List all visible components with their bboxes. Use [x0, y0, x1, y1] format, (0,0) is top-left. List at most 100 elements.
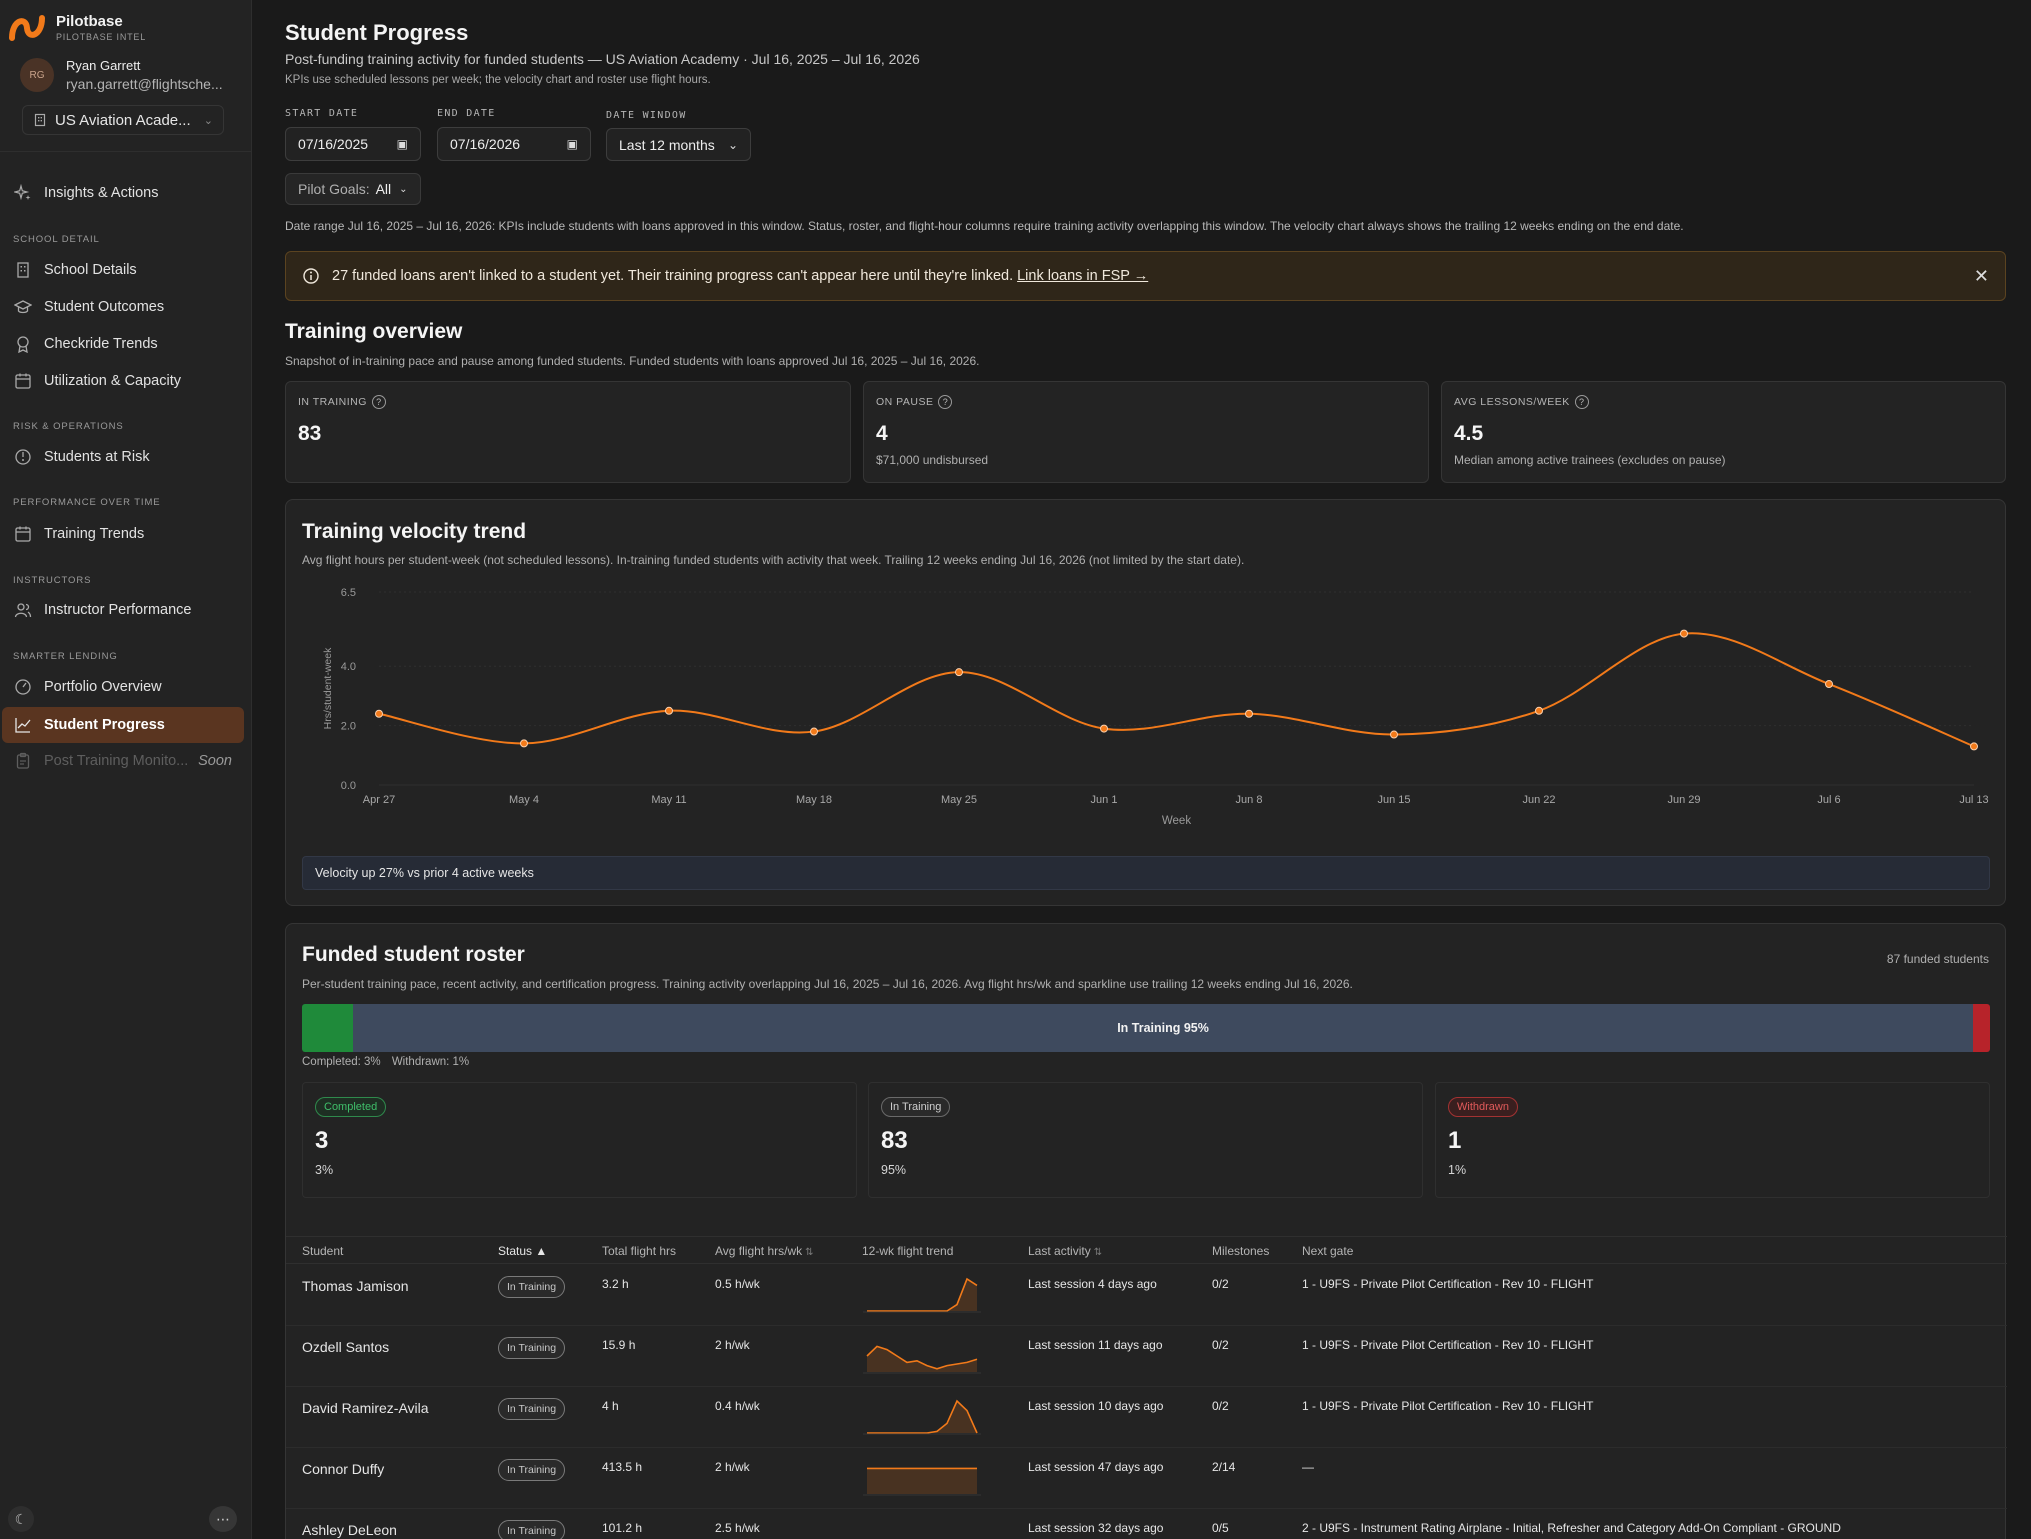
- training-overview-subtitle: Snapshot of in-training pace and pause a…: [285, 354, 980, 368]
- data-point: [1390, 730, 1398, 739]
- sidebar-item-student-progress[interactable]: Student Progress: [2, 707, 244, 743]
- nav-section-instructors: INSTRUCTORS: [13, 575, 92, 586]
- sidebar-item-checkride-trends[interactable]: Checkride Trends: [14, 326, 244, 362]
- velocity-card: Training velocity trend Avg flight hours…: [285, 499, 2006, 906]
- column-header-total-hours[interactable]: Total flight hrs: [602, 1244, 677, 1258]
- column-label: Avg flight hrs/wk: [715, 1244, 803, 1258]
- table-row[interactable]: Ozdell Santos In Training 15.9 h 2 h/wk Last…: [286, 1326, 2007, 1387]
- link-loans-link[interactable]: Link loans in FSP →: [1017, 268, 1149, 284]
- data-point: [665, 706, 673, 715]
- avg-hours: 2 h/wk: [715, 1460, 750, 1474]
- student-name[interactable]: Ashley DeLeon: [302, 1522, 397, 1538]
- help-icon[interactable]: ?: [938, 395, 953, 409]
- data-point: [1970, 742, 1978, 751]
- sidebar-item-post-training: Post Training Monito... Soon: [14, 743, 244, 779]
- series-line: [378, 632, 1975, 748]
- sidebar-item-student-outcomes[interactable]: Student Outcomes: [14, 289, 244, 325]
- column-header-avg-hours[interactable]: Avg flight hrs/wk ⇅: [715, 1244, 814, 1258]
- line-chart-icon: [15, 718, 31, 733]
- nav-section-risk: RISK & OPERATIONS: [13, 421, 124, 432]
- legend-completed: Completed: 3%: [302, 1056, 381, 1068]
- table-row[interactable]: Thomas Jamison In Training 3.2 h 0.5 h/wk La…: [286, 1265, 2007, 1326]
- sidebar-item-utilization[interactable]: Utilization & Capacity: [14, 363, 244, 399]
- sidebar-item-insights[interactable]: Insights & Actions: [14, 175, 244, 211]
- avg-hours: 0.4 h/wk: [715, 1399, 760, 1413]
- help-icon[interactable]: ?: [1574, 395, 1589, 409]
- start-date-input[interactable]: 07/16/2025 ▣: [285, 127, 421, 161]
- last-activity: Last session 4 days ago: [1028, 1277, 1157, 1291]
- table-row[interactable]: David Ramirez-Avila In Training 4 h 0.4 h/w…: [286, 1387, 2007, 1448]
- sidebar-item-label: Portfolio Overview: [44, 679, 162, 695]
- milestones: 0/5: [1212, 1521, 1229, 1535]
- theme-toggle-moon-icon[interactable]: ☾: [8, 1506, 34, 1532]
- total-hours: 413.5 h: [602, 1460, 643, 1474]
- table-row[interactable]: Connor Duffy In Training 413.5 h 2 h/wk Last…: [286, 1448, 2007, 1509]
- student-name[interactable]: Thomas Jamison: [302, 1278, 409, 1294]
- sidebar-item-students-at-risk[interactable]: Students at Risk: [14, 439, 244, 475]
- organization-select[interactable]: US Aviation Acade... ⌄: [22, 105, 224, 135]
- student-name[interactable]: Connor Duffy: [302, 1461, 385, 1477]
- column-header-last-activity[interactable]: Last activity ⇅: [1028, 1244, 1102, 1258]
- date-window-value: Last 12 months: [619, 136, 715, 153]
- total-hours: 101.2 h: [602, 1521, 643, 1535]
- pilot-goals-filter[interactable]: Pilot Goals: All ⌄: [285, 173, 421, 205]
- date-window-select[interactable]: Last 12 months ⌄: [606, 128, 751, 161]
- x-axis-label: Week: [1162, 815, 1191, 827]
- table-row[interactable]: Ashley DeLeon In Training 101.2 h 2.5 h/wk L…: [286, 1509, 2007, 1539]
- kpi-value: 83: [298, 422, 322, 445]
- x-tick-label: Jun 15: [1377, 794, 1410, 806]
- sidebar-item-training-trends[interactable]: Training Trends: [14, 516, 244, 552]
- total-hours: 15.9 h: [602, 1338, 636, 1352]
- status-badge: Completed: [315, 1097, 387, 1117]
- status-cell: In Training: [498, 1398, 566, 1420]
- chevron-down-icon: ⌄: [727, 137, 738, 152]
- building-icon: [17, 262, 29, 278]
- calendar-icon[interactable]: ▣: [396, 137, 408, 151]
- velocity-subtitle: Avg flight hours per student-week (not s…: [302, 553, 1245, 567]
- kpi-label: IN TRAINING: [298, 396, 367, 408]
- x-tick-label: Apr 27: [363, 794, 395, 806]
- student-name[interactable]: Ozdell Santos: [302, 1339, 390, 1355]
- next-gate: 1 - U9FS - Private Pilot Certification -…: [1302, 1399, 1594, 1413]
- sidebar-item-label: Post Training Monito...: [44, 753, 189, 769]
- sidebar-item-label: Utilization & Capacity: [44, 373, 181, 389]
- column-header-next-gate: Next gate: [1302, 1244, 1354, 1258]
- help-icon[interactable]: ?: [371, 395, 386, 409]
- user-profile[interactable]: RG Ryan Garrett ryan.garrett@flightsche.…: [20, 58, 223, 92]
- student-name[interactable]: David Ramirez-Avila: [302, 1400, 429, 1416]
- y-tick-label: 4.0: [341, 661, 356, 673]
- sidebar-item-school-details[interactable]: School Details: [14, 252, 244, 288]
- status-badge: In Training: [498, 1398, 566, 1420]
- sidebar-item-label: Insights & Actions: [44, 185, 159, 201]
- data-point: [810, 727, 818, 736]
- data-point: [1680, 629, 1688, 638]
- nav-section-lending: SMARTER LENDING: [13, 651, 118, 662]
- column-header-student[interactable]: Student: [302, 1244, 344, 1258]
- brand[interactable]: Pilotbase PILOTBASE INTEL: [8, 8, 146, 46]
- kpi-value: 4.5: [1454, 422, 1484, 445]
- end-date-input[interactable]: 07/16/2026 ▣: [437, 127, 591, 161]
- column-header-trend: 12-wk flight trend: [862, 1244, 954, 1258]
- status-distribution-bar: In Training 95%: [302, 1004, 1990, 1052]
- kpi-note: $71,000 undisbursed: [876, 453, 989, 467]
- funded-count: 87 funded students: [1886, 952, 1989, 966]
- x-tick-label: Jun 1: [1091, 794, 1118, 806]
- x-tick-label: Jun 29: [1667, 794, 1700, 806]
- sidebar-item-label: Checkride Trends: [44, 336, 158, 352]
- more-options-icon[interactable]: ⋯: [209, 1506, 237, 1532]
- sparkline-chart: [863, 1399, 981, 1435]
- status-badge: In Training: [498, 1520, 566, 1539]
- status-badge: In Training: [498, 1459, 566, 1481]
- milestones: 2/14: [1212, 1460, 1236, 1474]
- calendar-icon[interactable]: ▣: [566, 137, 578, 151]
- close-icon[interactable]: ✕: [1973, 265, 1989, 286]
- soon-badge: Soon: [198, 753, 232, 769]
- sort-icon: ⇅: [1093, 1247, 1103, 1258]
- sidebar-item-instructor-performance[interactable]: Instructor Performance: [14, 592, 244, 628]
- last-activity: Last session 10 days ago: [1028, 1399, 1164, 1413]
- milestones: 0/2: [1212, 1338, 1229, 1352]
- sidebar-item-portfolio-overview[interactable]: Portfolio Overview: [14, 669, 244, 705]
- gauge-icon: [15, 449, 31, 465]
- sidebar-item-label: Student Outcomes: [44, 299, 165, 315]
- column-header-status[interactable]: Status ▲: [498, 1244, 548, 1258]
